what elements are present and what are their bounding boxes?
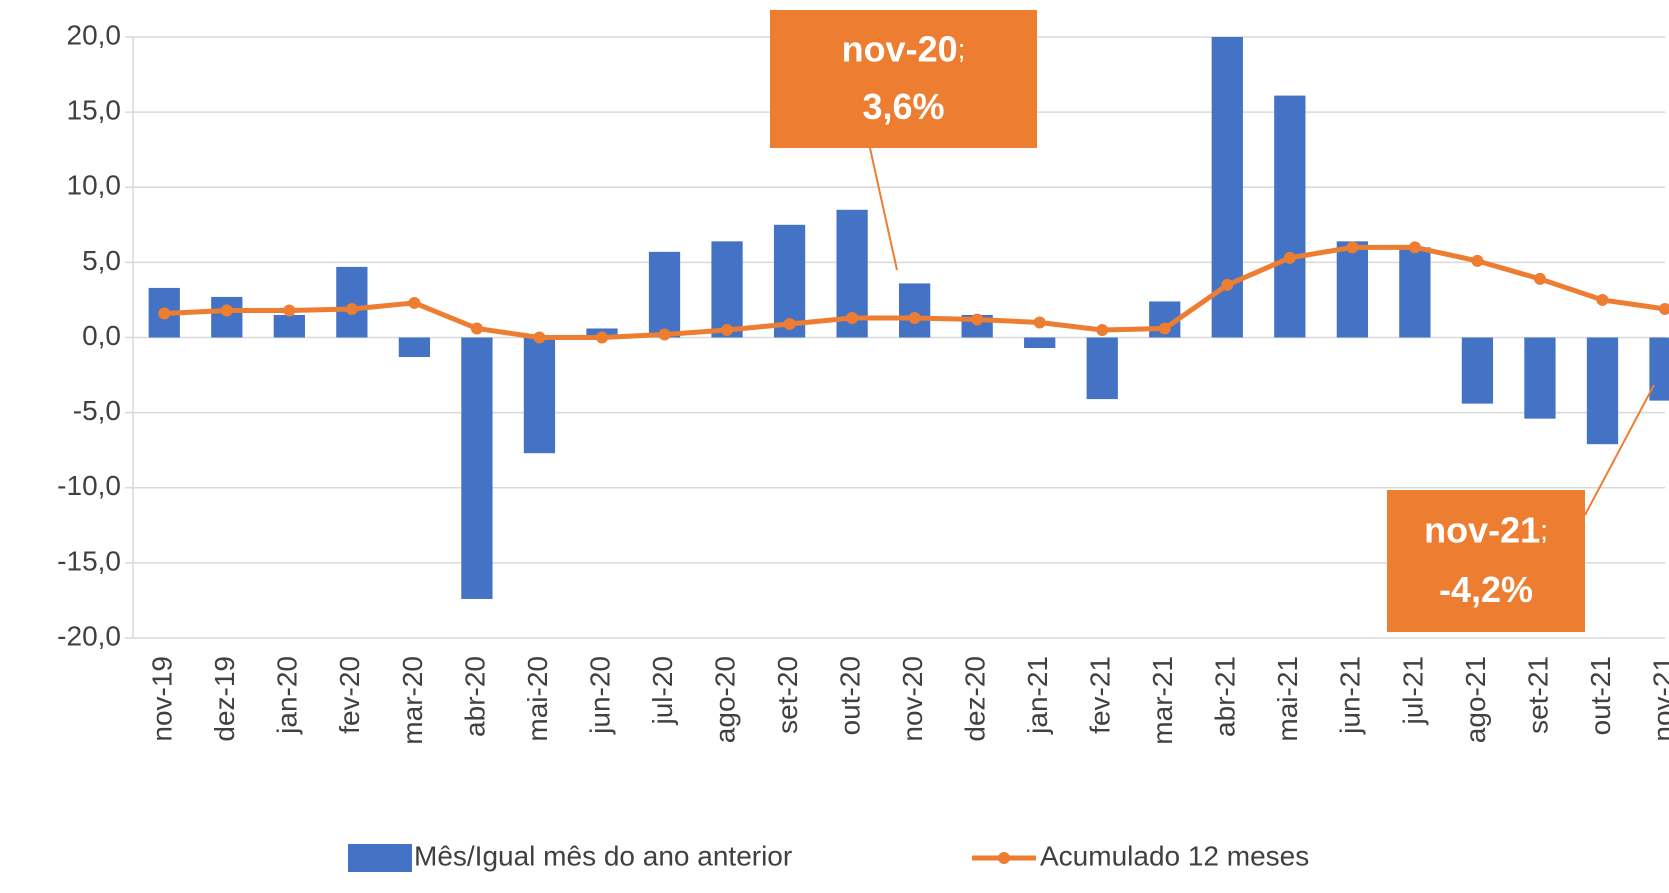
callout-leader <box>869 147 898 271</box>
bar <box>211 296 243 338</box>
line-point <box>908 311 921 324</box>
callout-label: nov-20 <box>842 28 958 69</box>
callout-title: nov-20; <box>842 28 966 69</box>
line-point <box>1346 241 1359 254</box>
line-point <box>470 322 483 335</box>
x-tick-label: out-21 <box>1585 656 1616 735</box>
legend-label: Mês/Igual mês do ano anterior <box>414 840 792 871</box>
y-tick-label: 10,0 <box>67 170 122 201</box>
line-point <box>1096 323 1109 336</box>
y-tick-label: 0,0 <box>82 320 121 351</box>
y-tick-label: -5,0 <box>73 395 121 426</box>
line-point <box>1596 293 1609 306</box>
x-tick-label: set-21 <box>1522 656 1553 734</box>
callout-separator: ; <box>958 34 966 65</box>
x-tick-label: ago-20 <box>709 656 740 743</box>
legend-label: Acumulado 12 meses <box>1040 840 1309 871</box>
line-point <box>345 302 358 315</box>
line-point <box>533 331 546 344</box>
callout-label: nov-21 <box>1424 509 1540 550</box>
x-tick-label: set-20 <box>772 656 803 734</box>
callout-leader <box>1584 384 1655 516</box>
x-tick-label: dez-20 <box>960 656 991 742</box>
y-tick-label: 15,0 <box>67 95 122 126</box>
line-point <box>1471 254 1484 267</box>
legend-swatch <box>348 844 412 872</box>
line-point <box>1533 272 1546 285</box>
callout-value: 3,6% <box>862 86 944 127</box>
x-tick-label: fev-20 <box>334 656 365 734</box>
line-point <box>783 317 796 330</box>
line-point <box>1659 302 1669 315</box>
line-point <box>283 304 296 317</box>
line-point <box>721 323 734 336</box>
x-tick-label: abr-20 <box>459 656 490 737</box>
bar <box>1649 337 1669 401</box>
x-tick-label: mai-21 <box>1272 656 1303 742</box>
line-point <box>1158 322 1171 335</box>
line-point <box>1221 278 1234 291</box>
x-tick-label: fev-21 <box>1085 656 1116 734</box>
line-point <box>1408 241 1421 254</box>
callout-box <box>1387 490 1585 632</box>
x-tick-label: jun-20 <box>584 656 615 735</box>
x-tick-label: nov-19 <box>147 656 178 742</box>
y-tick-label: -15,0 <box>57 545 121 576</box>
x-tick-label: nov-20 <box>897 656 928 742</box>
x-tick-label: mar-21 <box>1147 656 1178 745</box>
bar <box>461 337 493 599</box>
x-tick-label: out-20 <box>834 656 865 735</box>
y-tick-label: 20,0 <box>67 19 122 50</box>
line-point <box>1283 251 1296 264</box>
bar <box>1461 337 1494 404</box>
x-tick-label: mai-20 <box>522 656 553 742</box>
line-point <box>595 331 608 344</box>
bar <box>1274 95 1306 338</box>
x-tick-label: ago-21 <box>1460 656 1491 743</box>
x-tick-label: jan-21 <box>1022 656 1053 735</box>
bar <box>398 337 431 358</box>
line-point <box>408 296 421 309</box>
x-tick-label: dez-19 <box>209 656 240 742</box>
bar <box>1336 241 1368 338</box>
callout-separator: ; <box>1540 515 1548 546</box>
x-tick-label: jan-20 <box>272 656 303 735</box>
legend-swatch <box>998 852 1010 864</box>
bar <box>1586 337 1619 445</box>
bar <box>1024 337 1056 349</box>
line-point <box>971 313 984 326</box>
y-tick-label: -10,0 <box>57 470 121 501</box>
bar <box>648 251 681 338</box>
bar <box>711 241 743 338</box>
line-point <box>220 304 233 317</box>
bar <box>1086 337 1118 400</box>
line-point <box>658 328 671 341</box>
line-point <box>846 311 859 324</box>
y-tick-label: -20,0 <box>57 620 121 651</box>
bar <box>273 314 305 338</box>
x-tick-label: abr-21 <box>1210 656 1241 737</box>
y-tick-label: 5,0 <box>82 245 121 276</box>
x-tick-label: jun-21 <box>1335 656 1366 735</box>
line-point <box>1033 316 1046 329</box>
callout-title: nov-21; <box>1424 509 1548 550</box>
x-tick-label: mar-20 <box>397 656 428 745</box>
x-tick-label: jul-20 <box>647 656 678 725</box>
bar <box>899 283 931 338</box>
x-tick-label: nov-21 <box>1647 656 1669 742</box>
line-point <box>158 307 171 320</box>
bar <box>523 337 556 454</box>
bar <box>336 266 368 338</box>
callout-box <box>770 10 1037 148</box>
callout-value: -4,2% <box>1439 569 1533 610</box>
bar <box>1399 247 1431 338</box>
bar <box>1524 337 1556 419</box>
x-tick-label: jul-21 <box>1397 656 1428 725</box>
